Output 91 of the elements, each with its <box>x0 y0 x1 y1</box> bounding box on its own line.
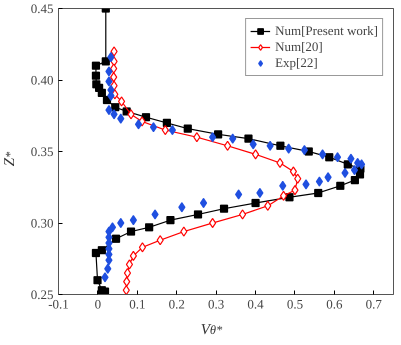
point <box>122 285 130 294</box>
point <box>162 118 171 127</box>
x-tick-label: 0.7 <box>366 296 382 312</box>
point <box>178 202 186 212</box>
point <box>280 190 288 201</box>
point <box>252 149 260 160</box>
point <box>302 179 310 190</box>
point <box>279 180 286 191</box>
point <box>92 62 100 70</box>
point <box>266 140 274 151</box>
point <box>358 159 366 170</box>
point <box>118 96 126 107</box>
y-tick-label: 0.35 <box>30 144 54 159</box>
legend-label: Num[Present work] <box>275 23 378 39</box>
point <box>316 176 324 187</box>
point <box>151 209 159 220</box>
x-tick-label: 0.3 <box>208 296 224 312</box>
point <box>244 134 253 143</box>
point <box>110 109 118 120</box>
point <box>336 182 344 190</box>
point <box>325 153 334 162</box>
point <box>347 154 355 164</box>
point <box>98 88 106 97</box>
legend-label: Num[20] <box>275 39 323 55</box>
point <box>112 234 120 243</box>
point <box>150 122 158 132</box>
x-tick-label: 0.1 <box>129 296 146 312</box>
point <box>334 152 342 162</box>
point <box>138 242 146 252</box>
point <box>105 104 113 116</box>
point <box>344 160 352 168</box>
point <box>350 176 359 184</box>
point <box>220 204 228 213</box>
y-tick-label: 0.30 <box>30 216 54 230</box>
x-tick-label: 0.6 <box>326 296 344 312</box>
legend-label: Exp[22] <box>275 55 318 71</box>
point <box>214 130 222 138</box>
point <box>104 264 112 274</box>
y-tick-label: 0.25 <box>30 287 54 302</box>
point <box>134 119 142 130</box>
point <box>156 235 164 246</box>
point <box>130 215 137 226</box>
point <box>102 57 110 66</box>
point <box>324 172 332 182</box>
y-tick-label: 0.40 <box>30 72 54 88</box>
point <box>235 189 242 200</box>
x-tick-label: 0.5 <box>286 296 304 312</box>
point <box>92 72 100 80</box>
point <box>294 174 302 184</box>
point <box>127 109 135 120</box>
point <box>291 185 299 196</box>
point <box>250 139 257 150</box>
point <box>193 132 200 142</box>
point <box>130 250 137 261</box>
point <box>105 76 113 87</box>
x-tick-label: 0.2 <box>168 296 185 312</box>
point <box>184 124 192 133</box>
point <box>126 227 136 236</box>
x-tick-label: 0.4 <box>247 296 264 312</box>
point <box>314 188 322 198</box>
point <box>145 223 154 232</box>
point <box>93 276 102 284</box>
point <box>341 168 349 178</box>
point <box>229 134 236 144</box>
point <box>224 140 232 151</box>
point <box>276 142 284 150</box>
point <box>111 103 120 112</box>
point <box>166 216 175 224</box>
point <box>276 158 284 168</box>
point <box>105 66 113 77</box>
point <box>264 200 272 211</box>
point <box>117 114 124 124</box>
point <box>110 46 118 56</box>
point <box>209 132 216 142</box>
point <box>124 268 132 278</box>
point <box>110 72 118 82</box>
point <box>123 276 130 287</box>
x-tick-label: 0 <box>94 296 102 312</box>
point <box>318 149 326 160</box>
point <box>126 259 134 270</box>
y-tick-label: 0.45 <box>30 1 54 16</box>
point <box>285 144 292 154</box>
point <box>300 144 308 156</box>
point <box>107 52 115 62</box>
point <box>200 198 208 208</box>
point <box>251 198 260 208</box>
point <box>194 210 202 219</box>
point <box>92 248 100 258</box>
point <box>238 209 246 220</box>
point <box>101 272 109 282</box>
point <box>350 164 358 176</box>
